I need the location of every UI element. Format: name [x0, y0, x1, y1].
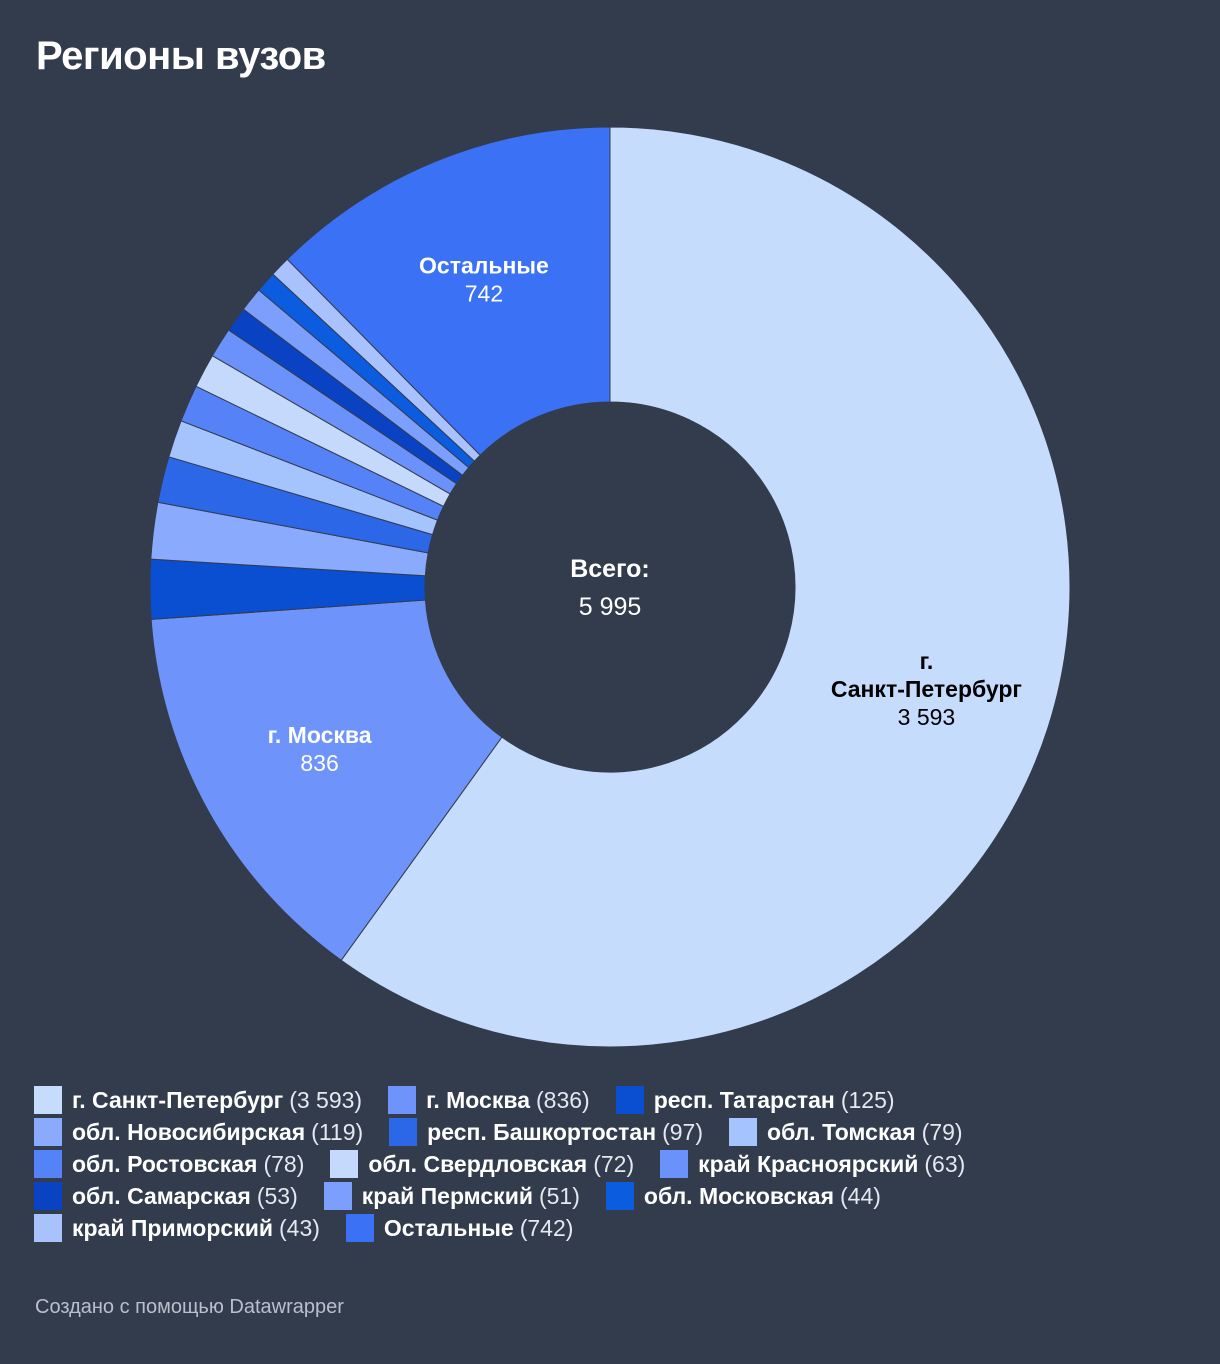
legend-value: (53)	[256, 1183, 298, 1209]
legend-item[interactable]: респ. Татарстан (125)	[615, 1086, 895, 1114]
donut-slices	[149, 126, 1071, 1048]
center-total-value: 5 995	[579, 593, 642, 621]
legend-label: обл. Ростовская	[72, 1151, 258, 1177]
slice-labels: г. Санкт-Петербург 3 593 г. Москва 836 Осталь…	[268, 252, 1022, 776]
legend-label: обл. Московская	[643, 1183, 834, 1209]
legend-item[interactable]: обл. Новосибирская (119)	[34, 1118, 363, 1146]
legend-value: (3 593)	[289, 1087, 363, 1113]
legend-swatch	[729, 1118, 758, 1146]
legend-item[interactable]: край Пермский (51)	[323, 1182, 580, 1210]
legend-item[interactable]: край Красноярский (63)	[660, 1150, 965, 1178]
slice-label-0: г. Санкт-Петербург 3 593	[831, 648, 1022, 730]
legend-item[interactable]: обл. Свердловская (72)	[330, 1150, 634, 1178]
legend-label: Остальные	[383, 1215, 514, 1241]
legend-label: обл. Томская	[767, 1119, 916, 1145]
legend-label: край Пермский	[361, 1183, 533, 1209]
legend-value: (79)	[921, 1119, 963, 1145]
legend-label: край Приморский	[72, 1215, 273, 1241]
legend-swatch	[345, 1214, 374, 1242]
legend-swatch	[34, 1086, 62, 1114]
slice-1[interactable]	[150, 599, 503, 961]
legend-swatch	[330, 1150, 359, 1178]
legend-value: (97)	[662, 1119, 704, 1145]
legend-value: (51)	[538, 1183, 580, 1209]
legend-swatch	[615, 1086, 644, 1114]
legend-label: обл. Новосибирская	[72, 1119, 306, 1145]
legend-value: (43)	[279, 1215, 320, 1241]
legend-label: край Красноярский	[698, 1151, 919, 1177]
slice-13[interactable]	[286, 126, 611, 456]
legend-label: г. Москва	[426, 1087, 530, 1113]
legend-value: (44)	[840, 1183, 881, 1209]
legend-swatch	[34, 1118, 62, 1146]
legend-value: (63)	[924, 1151, 966, 1177]
legend-value: (78)	[263, 1151, 305, 1177]
legend-swatch	[389, 1118, 418, 1146]
slice-label-name: Остальные	[419, 252, 549, 278]
legend-swatch	[323, 1182, 352, 1210]
legend-value: (742)	[519, 1215, 574, 1241]
chart-title: Регионы вузов	[36, 34, 326, 78]
slice-label-value: 742	[465, 280, 503, 306]
slice-0[interactable]	[340, 126, 1071, 1048]
legend-item[interactable]: обл. Ростовская (78)	[34, 1150, 304, 1178]
slice-label-1: г. Москва 836	[268, 722, 372, 776]
legend-swatch	[34, 1214, 62, 1242]
legend-label: обл. Самарская	[72, 1183, 251, 1209]
legend-item[interactable]: респ. Башкортостан (97)	[389, 1118, 703, 1146]
legend-swatch	[34, 1182, 62, 1210]
legend-value: (119)	[311, 1119, 364, 1145]
legend-label: респ. Татарстан	[653, 1087, 835, 1113]
legend-label: обл. Свердловская	[368, 1151, 588, 1177]
donut-chart: г. Санкт-Петербург 3 593 г. Москва 836 Осталь…	[149, 126, 1071, 1048]
legend-item[interactable]: обл. Томская (79)	[729, 1118, 963, 1146]
legend-item[interactable]: обл. Московская (44)	[605, 1182, 881, 1210]
legend-value: (836)	[536, 1087, 590, 1113]
legend-item[interactable]: г. Москва (836)	[388, 1086, 590, 1114]
legend-label: г. Санкт-Петербург	[72, 1087, 284, 1113]
slice-label-13: Остальные 742	[419, 252, 549, 306]
legend-item[interactable]: край Приморский (43)	[34, 1214, 320, 1242]
legend-swatch	[388, 1086, 417, 1114]
footer-credit[interactable]: Создано с помощью Datawrapper	[35, 1296, 344, 1318]
legend-value: (72)	[593, 1151, 635, 1177]
legend: г. Санкт-Петербург (3 593) г. Москва (836) р…	[34, 1086, 1184, 1242]
slice-label-name: г. Москва	[268, 722, 372, 748]
legend-swatch	[660, 1150, 689, 1178]
legend-swatch	[605, 1182, 634, 1210]
slice-label-name: Санкт-Петербург	[831, 676, 1022, 702]
slice-label-value: 836	[300, 750, 338, 776]
center-total-title: Всего:	[570, 555, 650, 583]
legend-value: (125)	[840, 1087, 895, 1113]
legend-swatch	[34, 1150, 62, 1178]
legend-label: респ. Башкортостан	[427, 1119, 657, 1145]
legend-item[interactable]: г. Санкт-Петербург (3 593)	[34, 1086, 362, 1114]
legend-item[interactable]: обл. Самарская (53)	[34, 1182, 298, 1210]
center-label: Всего: 5 995	[570, 555, 650, 621]
slice-label-value: 3 593	[898, 704, 956, 730]
legend-item[interactable]: Остальные (742)	[345, 1214, 574, 1242]
slice-label-name: г.	[920, 648, 934, 674]
